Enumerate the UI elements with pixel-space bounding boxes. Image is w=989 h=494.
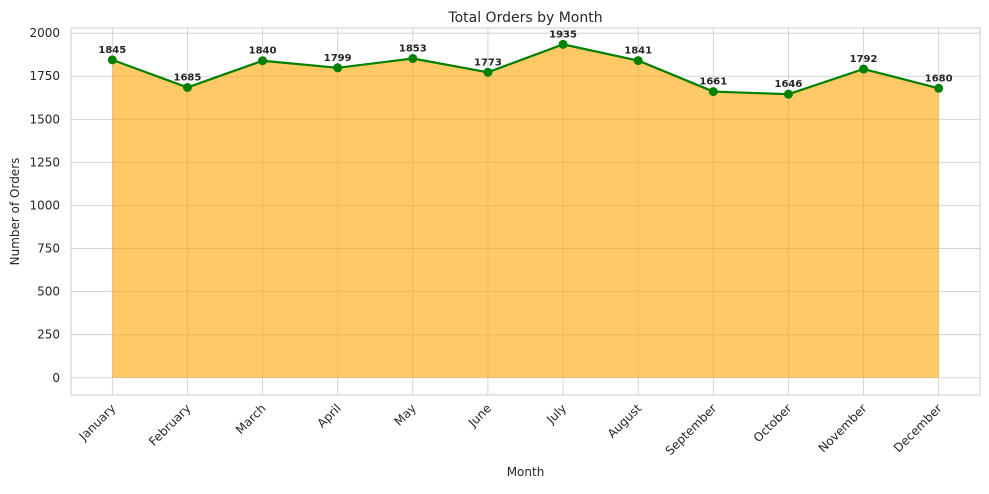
data-label-layer: 1845 1685 1840 1799 1853 1773 1935 1841 1661 1646…	[98, 29, 952, 90]
area-fill-layer	[112, 44, 939, 378]
data-point	[408, 53, 418, 63]
data-point	[934, 83, 944, 93]
data-point	[633, 56, 643, 66]
y-tick-label: 750	[37, 242, 60, 256]
data-point	[333, 63, 343, 73]
x-tick-label: December	[891, 401, 945, 455]
data-point	[483, 67, 493, 77]
x-tick-label: May	[391, 401, 418, 428]
data-label: 1646	[775, 79, 803, 90]
x-tick-label: January	[76, 401, 119, 444]
x-tick-label: November	[816, 401, 870, 455]
x-tick-label: March	[233, 401, 269, 437]
y-tick-label: 1750	[29, 69, 60, 83]
y-axis-label: Number of Orders	[8, 158, 22, 266]
y-tick-label: 1000	[29, 198, 60, 212]
data-label: 1853	[399, 43, 427, 54]
y-tick-label: 0	[52, 371, 60, 385]
y-tick-labels: 0 250 500 750 1000 1250 1500 1750 2000	[29, 26, 60, 385]
data-label: 1792	[850, 54, 878, 65]
y-tick-label: 1500	[29, 112, 60, 126]
x-tick-label: October	[751, 401, 795, 445]
y-tick-label: 1250	[29, 155, 60, 169]
series-line-layer	[111, 43, 939, 96]
x-tick-label: April	[315, 401, 344, 430]
series-line	[111, 43, 939, 96]
data-label: 1773	[474, 57, 502, 68]
data-label: 1845	[98, 45, 126, 56]
plot-area	[70, 27, 981, 396]
data-point	[783, 89, 793, 99]
data-point	[558, 39, 568, 49]
area-fill	[112, 44, 939, 378]
data-label: 1680	[925, 73, 953, 84]
y-tick-label: 250	[37, 328, 60, 342]
data-label: 1935	[549, 29, 577, 40]
data-label: 1799	[324, 53, 352, 64]
data-label: 1685	[174, 72, 202, 83]
x-tick-label: September	[663, 401, 720, 458]
data-label: 1661	[699, 77, 727, 88]
data-point	[859, 64, 869, 74]
data-point	[182, 82, 192, 92]
x-tick-labels: January February March April May June July Augu…	[76, 401, 945, 458]
data-point-layer	[107, 39, 944, 99]
data-point	[708, 87, 718, 97]
x-tick-label: June	[465, 401, 494, 430]
x-tick-label: February	[146, 401, 194, 449]
data-point	[258, 56, 268, 66]
chart-title: Total Orders by Month	[447, 10, 602, 26]
data-label: 1841	[624, 46, 652, 57]
x-tick-label: August	[605, 401, 645, 441]
y-tick-label: 2000	[29, 26, 60, 40]
data-label: 1840	[249, 46, 277, 57]
data-point	[107, 55, 117, 65]
x-tick-label: July	[543, 401, 569, 427]
x-axis-label: Month	[507, 465, 545, 479]
y-tick-label: 500	[37, 285, 60, 299]
